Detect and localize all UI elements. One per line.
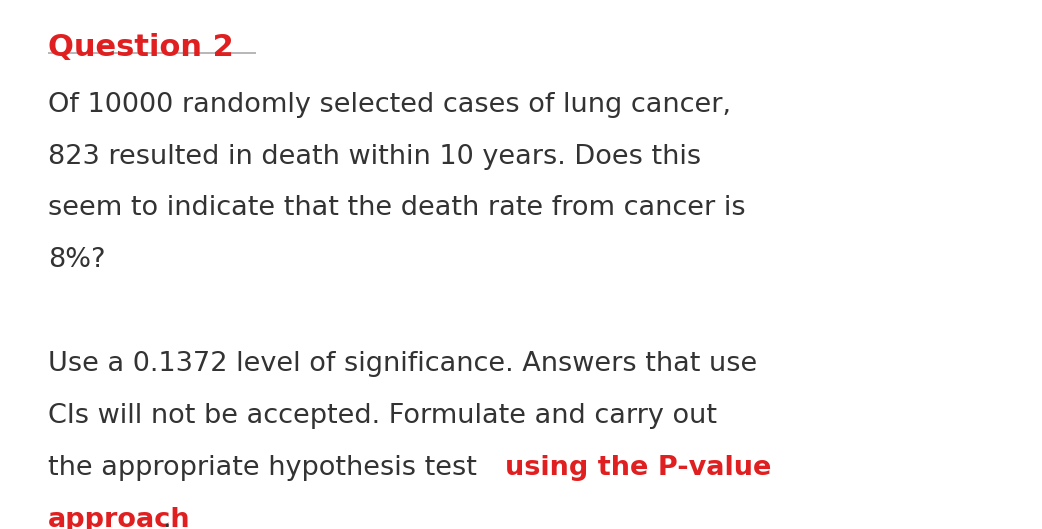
Text: Use a 0.1372 level of significance. Answers that use: Use a 0.1372 level of significance. Answ… (48, 351, 758, 377)
Text: 8%?: 8%? (48, 248, 105, 273)
Text: using the P-value: using the P-value (504, 455, 771, 481)
Text: the appropriate hypothesis test: the appropriate hypothesis test (48, 455, 486, 481)
Text: approach: approach (48, 507, 191, 529)
Text: Of 10000 randomly selected cases of lung cancer,: Of 10000 randomly selected cases of lung… (48, 92, 731, 117)
Text: CIs will not be accepted. Formulate and carry out: CIs will not be accepted. Formulate and … (48, 403, 717, 429)
Text: 823 resulted in death within 10 years. Does this: 823 resulted in death within 10 years. D… (48, 143, 701, 170)
Text: seem to indicate that the death rate from cancer is: seem to indicate that the death rate fro… (48, 196, 746, 222)
Text: .: . (163, 507, 171, 529)
Text: Question 2: Question 2 (48, 33, 233, 62)
